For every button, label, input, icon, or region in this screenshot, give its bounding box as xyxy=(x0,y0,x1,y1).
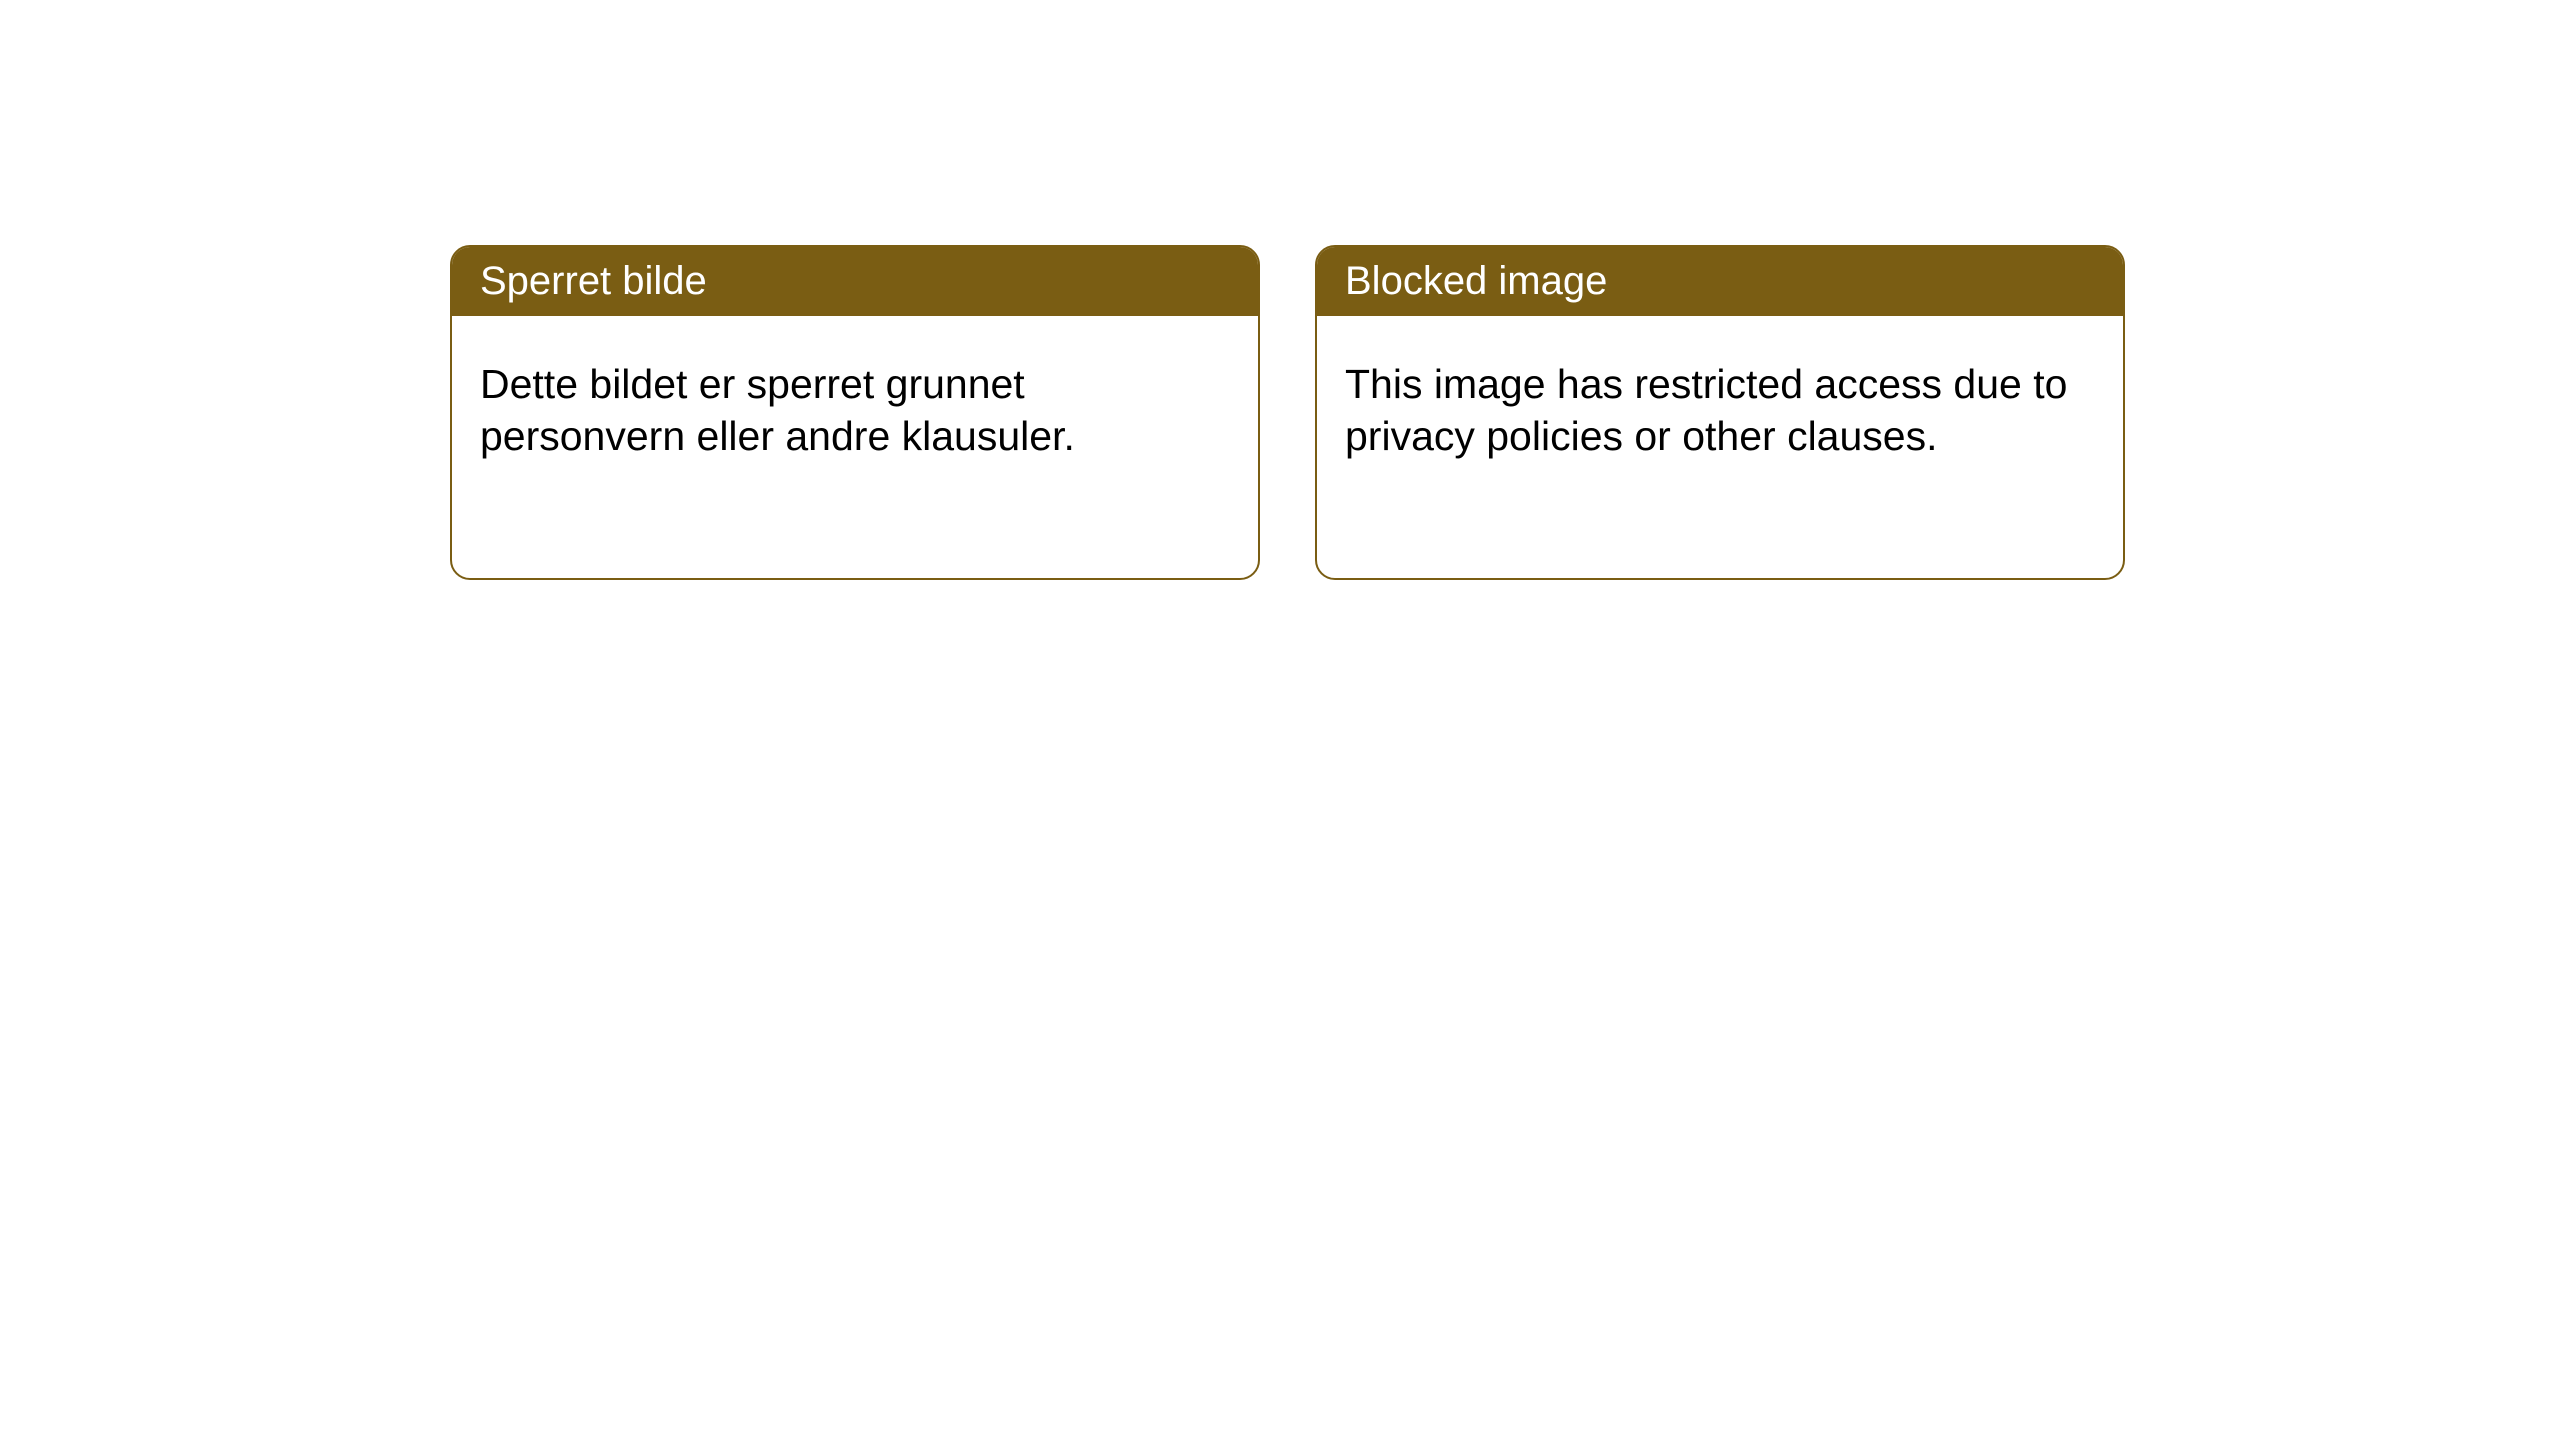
notice-card-english: Blocked image This image has restricted … xyxy=(1315,245,2125,580)
notice-body: This image has restricted access due to … xyxy=(1317,316,2123,505)
notice-card-norwegian: Sperret bilde Dette bildet er sperret gr… xyxy=(450,245,1260,580)
notice-container: Sperret bilde Dette bildet er sperret gr… xyxy=(0,0,2560,580)
notice-message: Dette bildet er sperret grunnet personve… xyxy=(480,361,1075,459)
notice-title: Blocked image xyxy=(1345,259,1607,303)
notice-header: Blocked image xyxy=(1317,247,2123,316)
notice-message: This image has restricted access due to … xyxy=(1345,361,2067,459)
notice-header: Sperret bilde xyxy=(452,247,1258,316)
notice-body: Dette bildet er sperret grunnet personve… xyxy=(452,316,1258,505)
notice-title: Sperret bilde xyxy=(480,259,707,303)
